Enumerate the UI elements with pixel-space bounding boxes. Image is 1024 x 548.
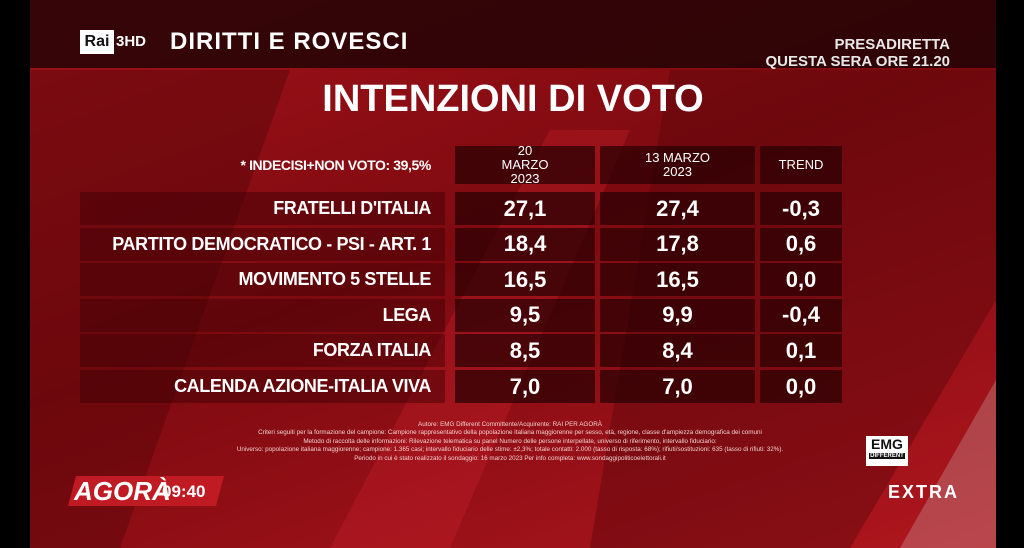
value: 8,4: [600, 334, 755, 368]
value: 7,0: [455, 370, 595, 403]
value: -0,3: [760, 192, 842, 225]
value: -0,4: [760, 298, 842, 332]
channel: 3HD: [116, 33, 147, 50]
credit-line: Criteri seguiti per la formazione del ca…: [258, 429, 762, 437]
party-name: MOVIMENTO 5 STELLE: [80, 263, 445, 297]
promo: PRESADIRETTA QUESTA SERA ORE 21.20: [766, 36, 951, 70]
shape: [900, 380, 996, 548]
credit-line: Periodo in cui è stato realizzato il son…: [354, 454, 666, 462]
value: 9,9: [600, 298, 755, 332]
value: 8,5: [455, 334, 595, 368]
column-header: 13 MARZO 2023: [600, 146, 755, 184]
party-name: FORZA ITALIA: [80, 334, 445, 368]
extra: EXTRA: [888, 482, 960, 502]
value: 0,0: [760, 263, 842, 297]
promo-line: QUESTA SERA ORE 21.20: [765, 53, 951, 70]
shape: [30, 70, 290, 548]
clock: 09:40: [162, 482, 206, 501]
logo: Rai: [80, 30, 114, 54]
header-band: [30, 0, 996, 68]
column-header: TREND: [760, 146, 842, 184]
promo-line: PRESADIRETTA: [834, 36, 950, 53]
program-name: DIRITTI E ROVESCI: [170, 28, 409, 55]
show-name: AGORÀ: [74, 476, 171, 506]
column-header: 20 MARZO 2023: [455, 144, 595, 186]
title: INTENZIONI DI VOTO: [322, 78, 704, 120]
value: 0,6: [760, 227, 842, 261]
party-name: FRATELLI D'ITALIA: [80, 192, 445, 225]
value: 18,4: [455, 227, 595, 261]
party-name: LEGA: [80, 298, 445, 332]
emg-logo: EMG DIFFERENT: [866, 436, 908, 466]
party-name: PARTITO DEMOCRATICO - PSI - ART. 1: [80, 227, 445, 261]
emg: EMG: [871, 436, 903, 452]
broadcast-frame: Rai 3HD DIRITTI E ROVESCI PRESADIRETTA Q…: [30, 0, 996, 548]
credits: Autore: EMG Different Committente/Acquir…: [200, 421, 820, 463]
value: 17,8: [600, 227, 755, 261]
value: 27,1: [455, 192, 595, 225]
emg-sub: DIFFERENT: [869, 453, 905, 459]
party-name: CALENDA AZIONE-ITALIA VIVA: [80, 370, 445, 403]
note: * INDECISI+NON VOTO: 39,5%: [240, 157, 432, 173]
value: 16,5: [600, 263, 755, 297]
value: 0,1: [760, 334, 842, 368]
value: 7,0: [600, 370, 755, 403]
value: 9,5: [455, 298, 595, 332]
credit-line: Universo: popolazione italiana maggioren…: [236, 446, 784, 454]
value: 27,4: [600, 192, 755, 225]
credit-line: Autore: EMG Different Committente/Acquir…: [418, 421, 602, 428]
credit-line: Metodo di raccolta delle informazioni: R…: [303, 437, 717, 445]
value: 16,5: [455, 263, 595, 297]
value: 0,0: [760, 370, 842, 403]
